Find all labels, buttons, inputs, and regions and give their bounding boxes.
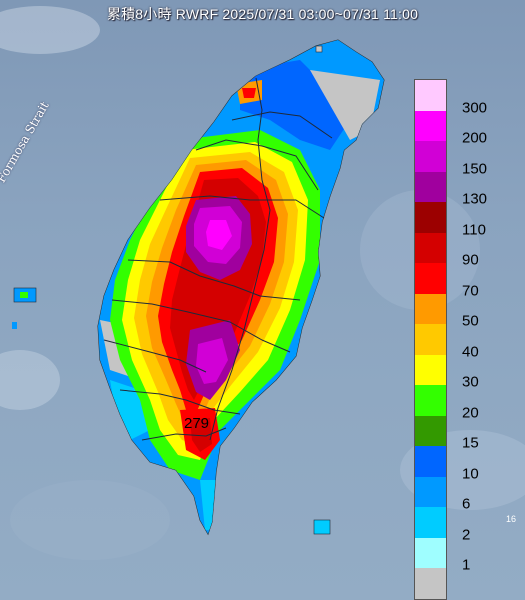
legend-label: 200 [462, 129, 488, 147]
rainfall-field [98, 40, 384, 534]
legend-swatch [415, 354, 446, 385]
max-rainfall-label: 279 [184, 415, 210, 432]
legend-label: 50 [462, 312, 479, 330]
legend-label: 150 [462, 160, 488, 177]
legend-swatch [415, 263, 446, 294]
legend-swatch [415, 171, 446, 202]
legend-swatch [415, 537, 446, 568]
legend-swatch [415, 293, 446, 324]
legend-swatch [415, 232, 446, 263]
legend-swatch [415, 507, 446, 538]
county-boundaries [103, 77, 333, 441]
legend-label: 130 [462, 190, 488, 208]
legend-label: 90 [462, 251, 479, 269]
legend-labels: 300 200 150 130 110 90 70 50 40 30 20 15 10 6 2 1 [462, 0, 522, 600]
legend-swatch [415, 415, 446, 446]
legend-label: 30 [462, 373, 479, 391]
legend-label: 15 [462, 434, 479, 452]
legend-label: 300 [462, 99, 488, 116]
legend-swatch [415, 202, 446, 233]
legend-label: 70 [462, 282, 479, 299]
legend-label: 2 [462, 526, 471, 543]
legend-label: 40 [462, 343, 479, 360]
legend-label: 110 [462, 221, 486, 238]
legend-color-bar [414, 79, 447, 600]
legend-swatch [415, 476, 446, 507]
legend-label: 6 [462, 495, 471, 513]
legend-swatch [415, 141, 446, 172]
legend-label: 10 [462, 465, 479, 482]
legend-swatch [415, 385, 446, 416]
legend-label: 20 [462, 404, 479, 421]
corner-label: 16 [506, 514, 517, 524]
map-title: 累積8小時 RWRF 2025/07/31 03:00~07/31 11:00 [106, 6, 419, 22]
legend-swatch [415, 568, 446, 599]
legend-swatch [415, 446, 446, 477]
legend-swatch [415, 80, 446, 111]
offshore-islands [12, 45, 331, 535]
legend-label: 1 [462, 556, 471, 574]
legend-swatch [415, 324, 446, 355]
legend-swatch [415, 110, 446, 141]
